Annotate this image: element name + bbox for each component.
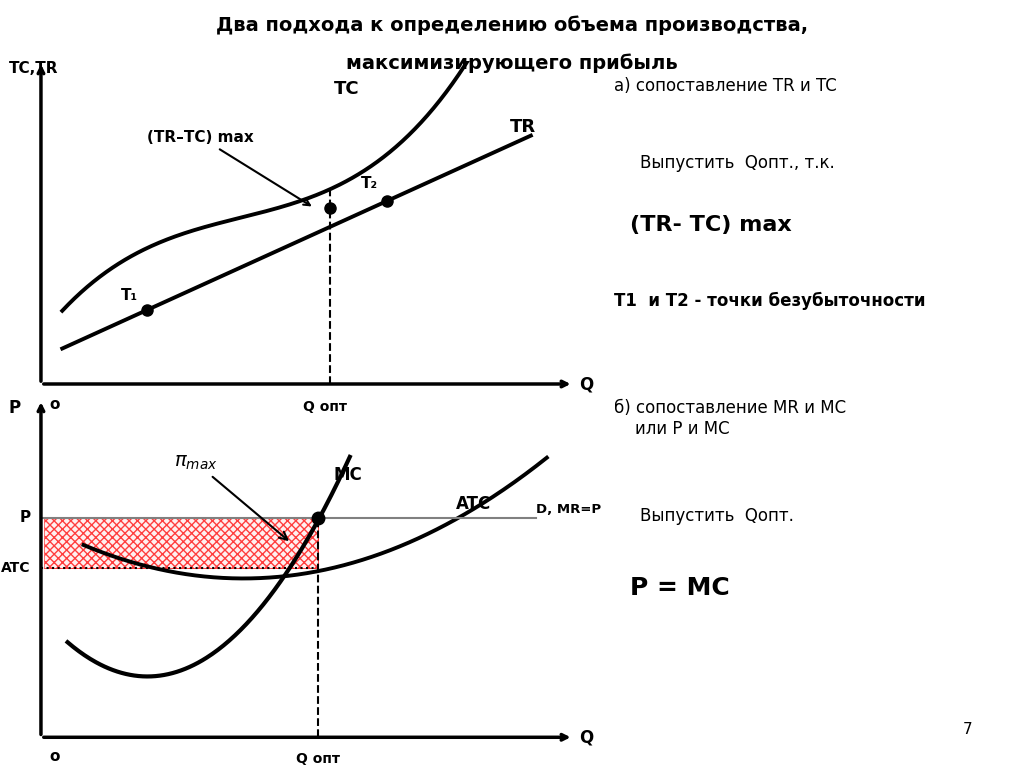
Text: Выпустить  Qопт., т.к.: Выпустить Qопт., т.к. (640, 154, 835, 171)
Text: ATC: ATC (457, 495, 492, 513)
Text: $\pi_{max}$: $\pi_{max}$ (174, 453, 288, 540)
Text: (TR- TC) max: (TR- TC) max (630, 215, 792, 235)
Text: P = MC: P = MC (630, 576, 729, 600)
Text: D, MR=P: D, MR=P (537, 502, 601, 515)
Text: Т1  и Т2 - точки безубыточности: Т1 и Т2 - точки безубыточности (614, 292, 926, 310)
Text: о: о (49, 397, 59, 412)
Text: MC: MC (334, 466, 362, 484)
Text: T₂: T₂ (360, 176, 378, 191)
Text: P: P (19, 510, 31, 525)
Text: а) сопоставление TR и TC: а) сопоставление TR и TC (614, 77, 838, 94)
Text: Q: Q (579, 375, 593, 393)
Text: Выпустить  Qопт.: Выпустить Qопт. (640, 507, 794, 525)
Text: Два подхода к определению объема производства,: Два подхода к определению объема произво… (216, 15, 808, 35)
Text: 7: 7 (964, 722, 973, 737)
Text: TC: TC (334, 80, 359, 98)
Text: максимизирующего прибыль: максимизирующего прибыль (346, 54, 678, 73)
Text: P: P (8, 399, 20, 417)
Text: ATC: ATC (1, 561, 31, 575)
Text: Q опт: Q опт (296, 753, 340, 766)
Text: Q опт: Q опт (303, 400, 347, 414)
Text: TR: TR (510, 118, 536, 137)
Text: (TR–TC) max: (TR–TC) max (147, 130, 310, 205)
Text: T₁: T₁ (121, 288, 138, 303)
Text: о: о (49, 749, 59, 764)
Text: б) сопоставление MR и MC
    или Р и МС: б) сопоставление MR и MC или Р и МС (614, 399, 847, 439)
Text: TC,TR: TC,TR (9, 61, 58, 77)
Text: Q: Q (579, 728, 593, 746)
